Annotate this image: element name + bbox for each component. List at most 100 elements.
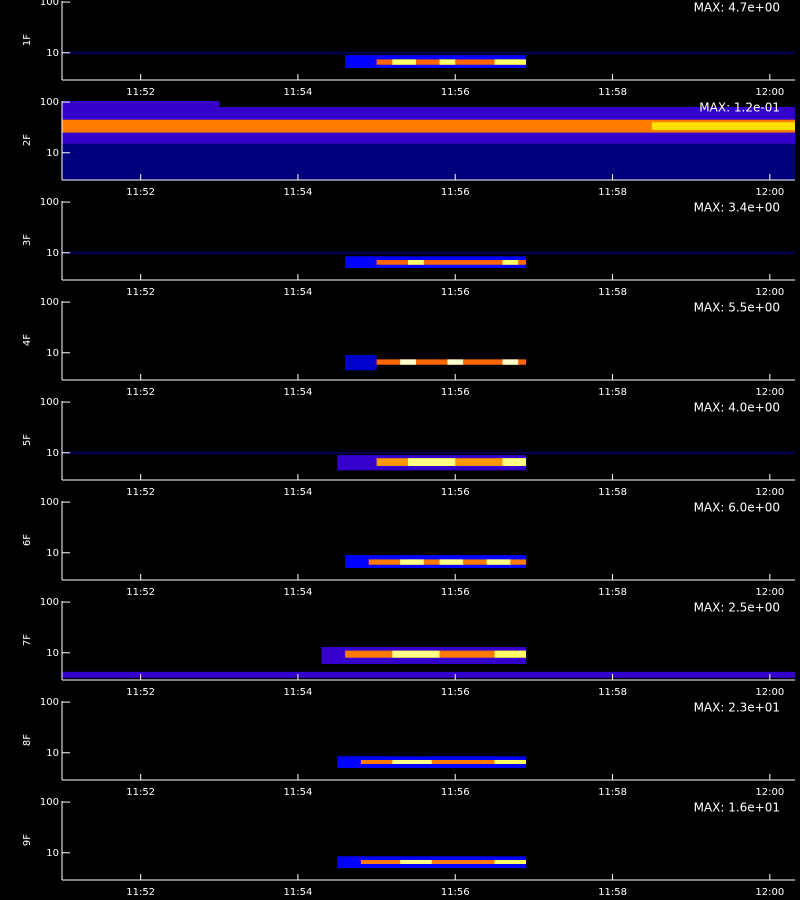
heat-cell	[494, 759, 527, 764]
y-axis-label: 3F	[22, 234, 33, 246]
max-annotation: MAX: 2.5e+00	[694, 601, 780, 615]
x-tick-label: 11:54	[284, 787, 313, 798]
x-tick-label: 11:54	[284, 287, 313, 298]
y-axis-label: 8F	[22, 734, 33, 746]
y-axis-label: 9F	[22, 834, 33, 846]
y-axis-label: 4F	[22, 334, 33, 346]
x-tick-label: 12:00	[755, 587, 784, 598]
heat-cell	[408, 259, 424, 265]
x-tick-label: 11:52	[126, 87, 155, 98]
max-annotation: MAX: 4.7e+00	[694, 1, 780, 15]
y-tick-label: 100	[40, 597, 59, 608]
x-tick-label: 11:56	[441, 587, 470, 598]
y-tick-label: 10	[46, 848, 59, 859]
max-annotation: MAX: 1.2e-01	[699, 101, 780, 115]
heat-cell	[447, 359, 464, 365]
x-tick-label: 11:58	[598, 687, 627, 698]
x-tick-label: 11:58	[598, 387, 627, 398]
heat-cell	[400, 559, 424, 565]
x-tick-label: 12:00	[755, 787, 784, 798]
x-tick-label: 11:54	[284, 887, 313, 898]
heat-cell	[408, 458, 456, 466]
x-tick-label: 11:56	[441, 687, 470, 698]
heat-cell	[502, 259, 519, 265]
max-annotation: MAX: 1.6e+01	[694, 801, 780, 815]
y-tick-label: 10	[46, 248, 59, 259]
heat-cell	[392, 759, 432, 764]
x-tick-label: 11:54	[284, 687, 313, 698]
y-tick-label: 100	[40, 497, 59, 508]
y-tick-label: 100	[40, 297, 59, 308]
x-tick-label: 11:52	[126, 487, 155, 498]
heat-cell	[400, 859, 432, 864]
x-tick-label: 11:56	[441, 487, 470, 498]
x-tick-label: 11:52	[126, 387, 155, 398]
y-tick-label: 100	[40, 397, 59, 408]
x-tick-label: 11:56	[441, 387, 470, 398]
heat-cell	[486, 559, 511, 565]
y-axis-label: 6F	[22, 534, 33, 546]
heat-cell	[62, 451, 795, 454]
x-tick-label: 12:00	[755, 487, 784, 498]
y-tick-label: 10	[46, 648, 59, 659]
x-tick-label: 12:00	[755, 187, 784, 198]
x-tick-label: 11:54	[284, 487, 313, 498]
heat-cell	[360, 859, 527, 864]
heat-cell	[345, 355, 377, 371]
x-tick-label: 11:56	[441, 187, 470, 198]
heat-cell	[62, 143, 795, 180]
x-tick-label: 11:56	[441, 287, 470, 298]
max-annotation: MAX: 3.4e+00	[694, 201, 780, 215]
max-annotation: MAX: 6.0e+00	[694, 501, 780, 515]
heat-cell	[392, 650, 440, 658]
y-tick-label: 10	[46, 548, 59, 559]
heat-cell	[494, 859, 527, 864]
y-axis-label: 7F	[22, 634, 33, 646]
x-tick-label: 11:54	[284, 187, 313, 198]
y-tick-label: 100	[40, 197, 59, 208]
x-tick-label: 12:00	[755, 687, 784, 698]
x-tick-label: 11:52	[126, 187, 155, 198]
y-tick-label: 10	[46, 48, 59, 59]
heat-cell	[400, 359, 416, 365]
x-tick-label: 11:58	[598, 487, 627, 498]
x-tick-label: 11:58	[598, 887, 627, 898]
heat-cell	[62, 101, 220, 107]
x-tick-label: 12:00	[755, 887, 784, 898]
x-tick-label: 11:58	[598, 87, 627, 98]
heat-cell	[62, 119, 795, 133]
y-tick-label: 10	[46, 148, 59, 159]
x-tick-label: 11:58	[598, 187, 627, 198]
x-tick-label: 11:54	[284, 87, 313, 98]
max-annotation: MAX: 2.3e+01	[694, 701, 780, 715]
x-tick-label: 12:00	[755, 387, 784, 398]
x-tick-label: 11:56	[441, 887, 470, 898]
heat-cell	[62, 251, 795, 254]
y-tick-label: 10	[46, 748, 59, 759]
y-axis-label: 5F	[22, 434, 33, 446]
heat-cell	[502, 359, 519, 365]
x-tick-label: 11:56	[441, 787, 470, 798]
heat-cell	[494, 650, 527, 658]
heat-cell	[651, 122, 795, 131]
heat-cell	[62, 51, 795, 54]
x-tick-label: 11:56	[441, 87, 470, 98]
heat-cell	[392, 59, 416, 65]
heat-cell	[62, 671, 795, 678]
x-tick-label: 11:52	[126, 887, 155, 898]
heat-cell	[439, 59, 456, 65]
x-tick-label: 11:58	[598, 787, 627, 798]
y-axis-label: 1F	[22, 34, 33, 46]
x-tick-label: 11:58	[598, 587, 627, 598]
x-tick-label: 11:54	[284, 587, 313, 598]
heat-cell	[502, 458, 527, 466]
y-tick-label: 100	[40, 0, 59, 8]
max-annotation: MAX: 4.0e+00	[694, 401, 780, 415]
y-tick-label: 10	[46, 348, 59, 359]
heat-cell	[360, 759, 527, 764]
x-tick-label: 11:54	[284, 387, 313, 398]
y-tick-label: 100	[40, 97, 59, 108]
max-annotation: MAX: 5.5e+00	[694, 301, 780, 315]
heat-cell	[376, 259, 527, 265]
